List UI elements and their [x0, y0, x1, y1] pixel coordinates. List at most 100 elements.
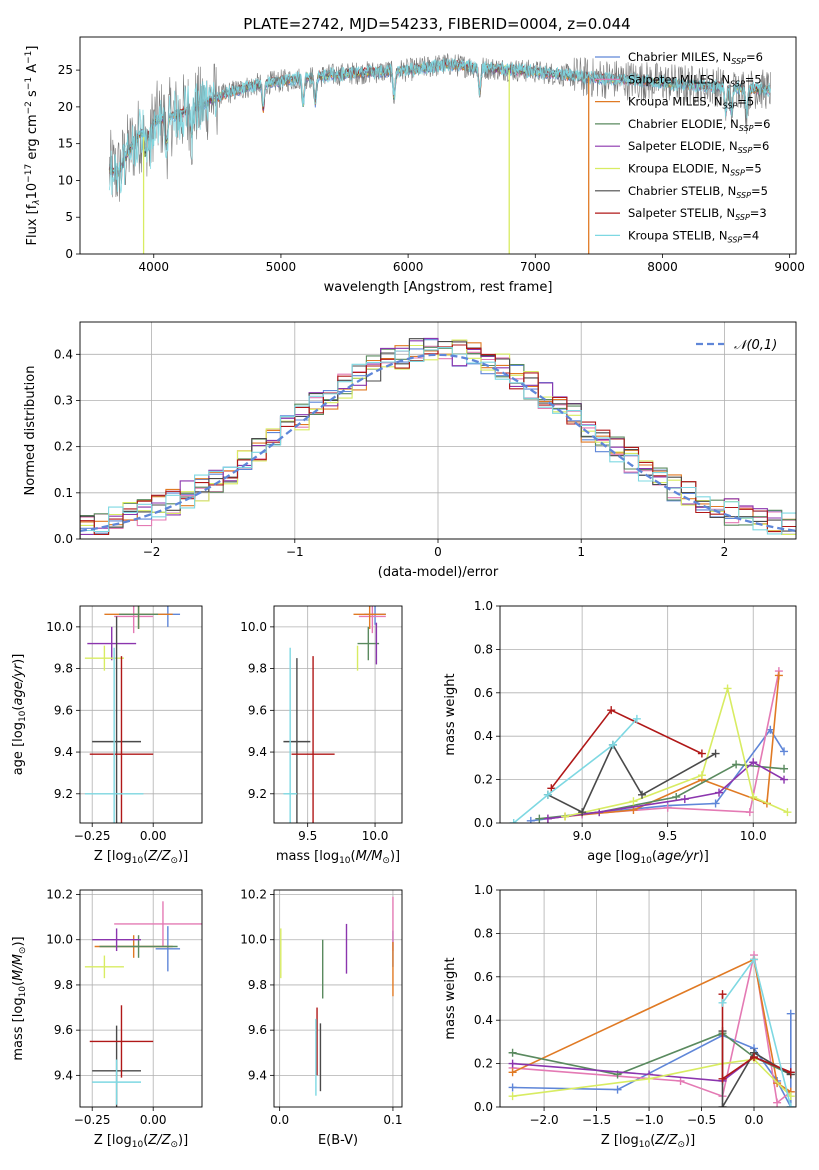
mass-weight-marker [750, 955, 759, 964]
y-tick-label: 9.6 [248, 1023, 267, 1037]
mass-weight-marker [697, 771, 706, 780]
mass-weight-line [512, 1058, 792, 1097]
y-tick-label: 9.2 [54, 787, 73, 801]
mass-weight-line [721, 994, 792, 1081]
mass-weight-marker [749, 758, 758, 767]
mass-weight-marker [711, 799, 720, 808]
x-tick-label: 8000 [647, 260, 678, 274]
y-tick-label: 9.4 [248, 1068, 267, 1082]
legend-entry: Kroupa STELIB, NSSP=4 [628, 228, 759, 244]
mass-weight-marker [711, 749, 720, 758]
mass-weight-marker [508, 1059, 517, 1068]
mass-weight-line [550, 709, 703, 789]
x-tick-label: 0 [434, 545, 442, 559]
mass-weight-marker [508, 1048, 517, 1057]
x-tick-label: −0.5 [687, 1113, 716, 1127]
mass-weight-marker [766, 725, 775, 734]
mass-weight-marker [613, 1085, 622, 1094]
x-tick-label: −2.0 [530, 1113, 559, 1127]
x-tick-label: 6000 [393, 260, 424, 274]
mass-weight-marker [718, 990, 727, 999]
mass-weight-line [564, 685, 788, 818]
y-tick-label: 0.2 [474, 773, 493, 787]
y-tick-label: 0.2 [474, 1057, 493, 1071]
x-tick-label: 10.0 [362, 829, 389, 843]
model-spectrum-line [108, 58, 771, 195]
y-tick-label: 10.0 [240, 933, 267, 947]
figure-title: PLATE=2742, MJD=54233, FIBERID=0004, z=0… [243, 15, 630, 33]
x-tick-label: 4000 [138, 260, 169, 274]
mass-weight-marker [723, 684, 732, 693]
mass-weight-marker [632, 714, 641, 723]
age-vs-mass-panel: 9.5 10.0 9.2 9.4 9.6 9.8 10.0 mass [log10(M/M⊙)… [240, 605, 403, 866]
mass-weight-marker [697, 749, 706, 758]
legend-entry: Chabrier ELODIE, NSSP=6 [628, 117, 770, 133]
plot-area [283, 606, 386, 823]
x-tick-label: −1.5 [582, 1113, 611, 1127]
mass-weight-marker [508, 1092, 517, 1101]
y-axis-label: mass weight [443, 673, 458, 755]
y-tick-label: 0.2 [54, 440, 73, 454]
mass-weight-marker [783, 808, 792, 817]
mass-weight-marker [774, 671, 783, 680]
mass-weight-line [530, 728, 785, 822]
mass-weight-marker [638, 790, 647, 799]
axes-frame [79, 36, 797, 255]
y-tick-label: 0.8 [474, 642, 493, 656]
y-tick-label: 20 [58, 100, 73, 114]
mass-weight-line [512, 958, 792, 1093]
x-axis-label: mass [log10(M/M⊙)] [276, 849, 400, 866]
mass-weight-marker [718, 1074, 727, 1083]
legend-entry: Chabrier STELIB, NSSP=5 [628, 184, 768, 200]
mass-weight-marker [750, 1053, 759, 1062]
x-tick-label: 1 [577, 545, 585, 559]
mass-weight-marker [773, 1098, 782, 1107]
y-tick-label: 0.8 [474, 926, 493, 940]
mass-weight-marker [780, 747, 789, 756]
y-axis-label: Normed distribution [23, 366, 38, 496]
mass-weight-marker [543, 814, 552, 823]
residual-histogram-panel: −2 −1 0 1 2 0.0 0.1 0.2 0.3 0.4 (data-model)/error… [23, 321, 797, 580]
x-tick-label: −1.0 [634, 1113, 663, 1127]
mass-weight-marker [786, 1009, 795, 1018]
mass-weight-marker [676, 1076, 685, 1085]
legend-entry: Salpeter ELODIE, NSSP=6 [628, 139, 769, 155]
y-tick-label: 0.6 [474, 970, 493, 984]
mass-weight-marker [508, 1068, 517, 1077]
y-tick-label: 10.2 [240, 888, 267, 902]
y-tick-label: 1.0 [474, 883, 493, 897]
y-tick-label: 0.4 [474, 729, 493, 743]
plot-area [280, 896, 394, 1096]
y-tick-label: 5 [65, 210, 73, 224]
y-tick-label: 9.8 [248, 662, 267, 676]
y-tick-label: 9.8 [248, 978, 267, 992]
y-tick-label: 25 [58, 63, 73, 77]
mass-weight-marker [645, 1074, 654, 1083]
y-tick-label: 0.4 [54, 347, 73, 361]
plot-area [84, 606, 181, 823]
y-tick-label: 0.0 [474, 816, 493, 830]
mass-weight-marker [607, 706, 616, 715]
y-tick-label: 0.0 [54, 532, 73, 546]
mass-weight-line [564, 675, 780, 818]
y-tick-label: 9.2 [248, 787, 267, 801]
x-axis-label: Z [log10(Z/Z⊙)] [94, 849, 188, 866]
y-tick-label: 0.0 [474, 1100, 493, 1114]
mass-weight-marker [547, 784, 556, 793]
mass-weight-marker [680, 795, 689, 804]
axes-frame [273, 889, 403, 1108]
y-axis-label: mass weight [443, 957, 458, 1039]
mass-vs-extinction-panel: 0.0 0.1 9.4 9.6 9.8 10.0 10.2 E(B-V) [240, 888, 402, 1148]
x-tick-label: 0.00 [140, 829, 167, 843]
y-axis-label: Flux [fλ10−17 erg cm−2 s−1 A−1] [24, 46, 42, 246]
mass-weight-line [547, 761, 785, 820]
y-tick-label: 10.0 [46, 933, 73, 947]
legend-entry: Kroupa ELODIE, NSSP=5 [628, 162, 762, 178]
mass-weight-marker [718, 1103, 727, 1107]
mass-weight-line [513, 718, 638, 823]
x-axis-label: (data-model)/error [378, 565, 499, 580]
y-tick-label: 1.0 [474, 599, 493, 613]
mass-weight-marker [509, 819, 518, 823]
x-tick-label: −0.25 [74, 1113, 111, 1127]
y-tick-label: 9.4 [54, 1068, 73, 1082]
